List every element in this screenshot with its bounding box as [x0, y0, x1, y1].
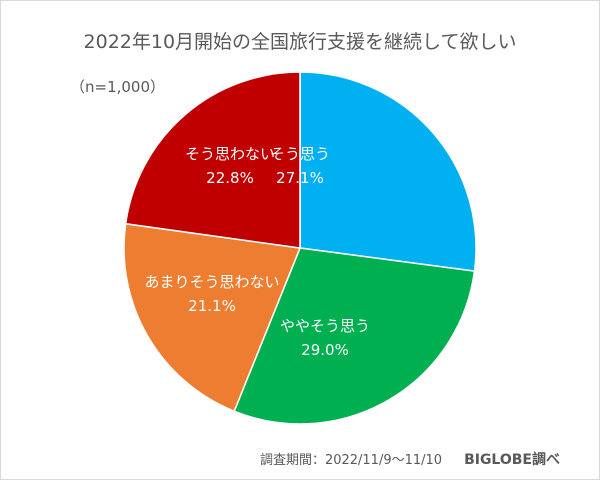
slice-label-yaya-sou-omou: ややそう思う 29.0%: [279, 317, 370, 359]
pie-slice: [299, 71, 477, 272]
sample-size: （n=1,000）: [70, 78, 166, 96]
source-credit: BIGLOBE調べ: [464, 452, 560, 468]
slice-label-amari-sou-omowanai: あまりそう思わない 21.1%: [144, 273, 280, 315]
pie-slice: [233, 247, 476, 425]
slice-label-sou-omowanai: そう思わない 22.8%: [184, 145, 275, 187]
pie-slice: [123, 222, 302, 413]
slice-label-sou-omou: そう思う 27.1%: [269, 145, 330, 187]
pie-slice: [124, 71, 301, 249]
chart-title: 2022年10月開始の全国旅行支援を継続して欲しい: [83, 31, 517, 53]
survey-period: 調査期間：2022/11/9〜11/10: [259, 453, 443, 468]
footer: 調査期間：2022/11/9〜11/10 BIGLOBE調べ: [260, 449, 560, 469]
